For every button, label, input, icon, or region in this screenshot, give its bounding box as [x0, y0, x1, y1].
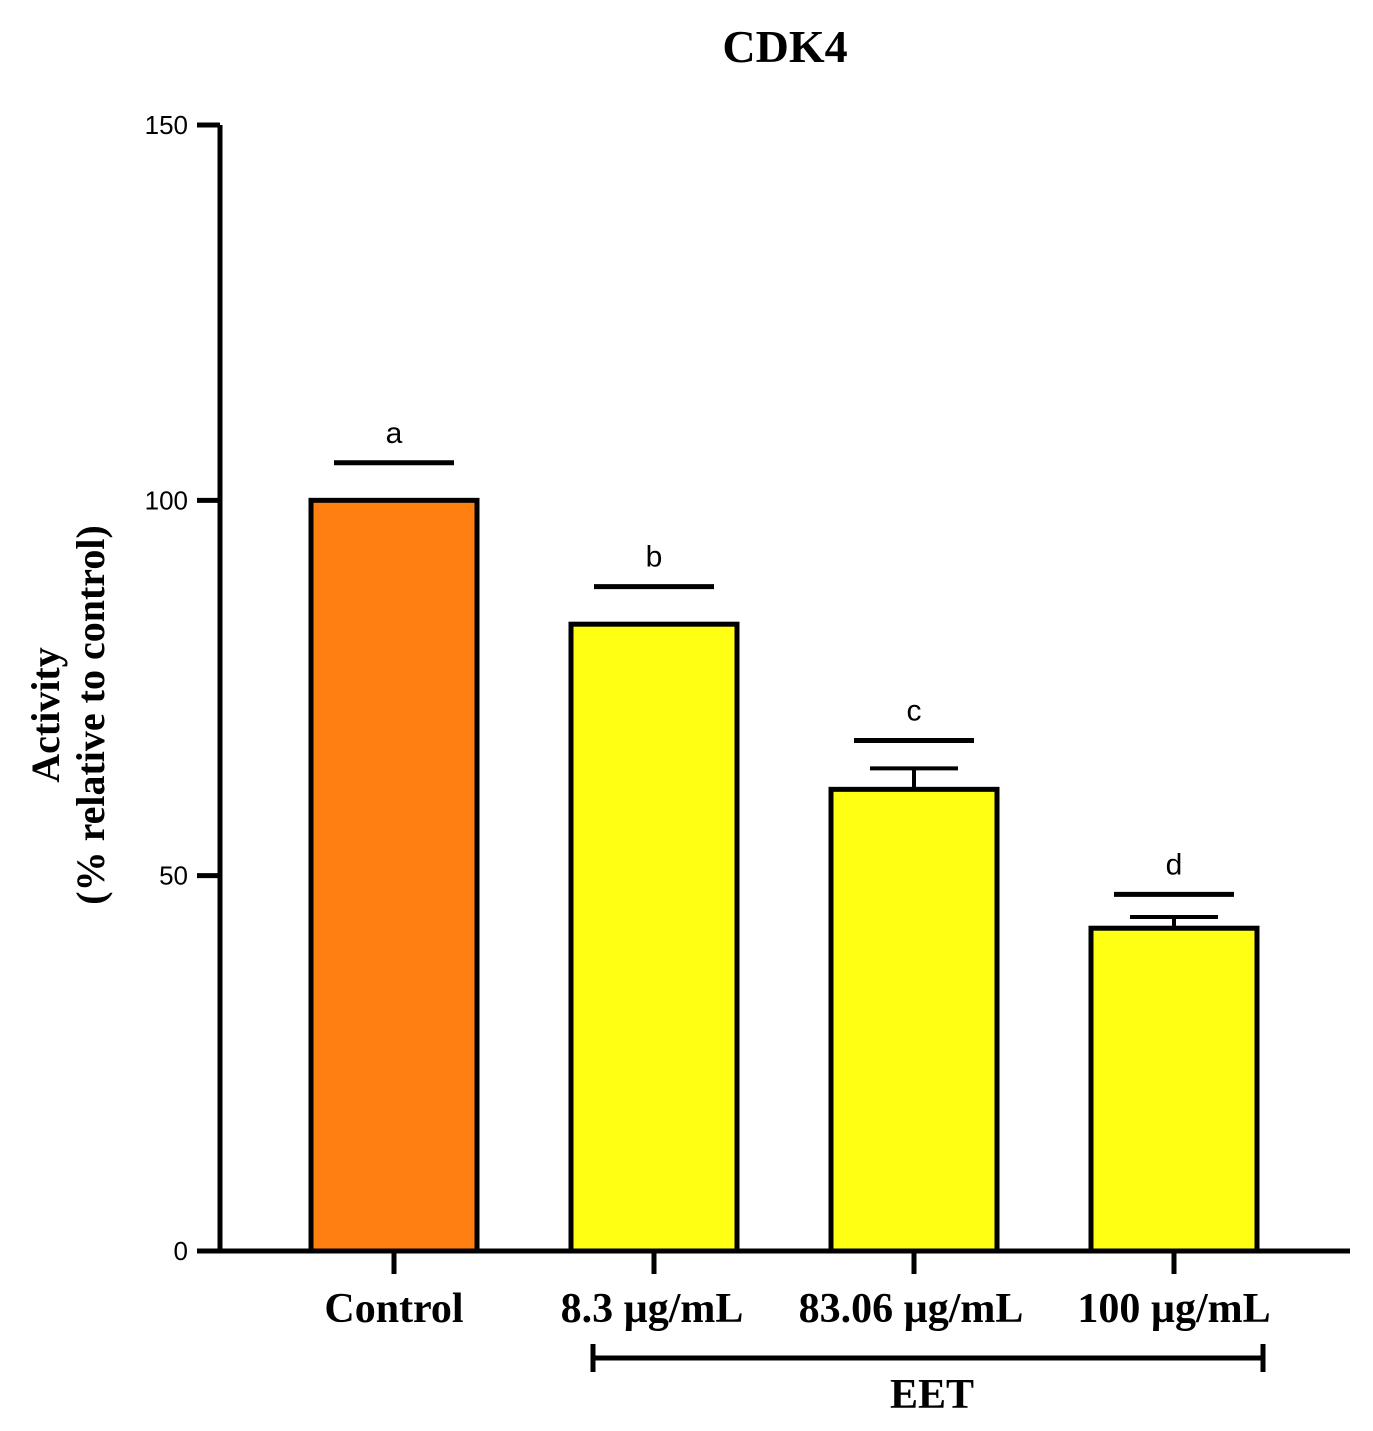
group-bracket-label: EET [890, 1372, 974, 1418]
bar-1 [308, 497, 480, 1254]
x-tick-label: 8.3 µg/mL [561, 1286, 744, 1332]
y-axis-label: Activity (% relative to control) [23, 525, 113, 905]
x-tick-label: Control [324, 1286, 463, 1332]
x-ticks: Control 8.3 µg/mL 83.06 µg/mL 100 µg/mL [324, 1251, 1271, 1332]
significance-letter: c [907, 695, 922, 728]
bars [308, 497, 1260, 1254]
significance-letter: a [386, 417, 403, 450]
significance-letter: d [1166, 848, 1183, 881]
y-tick-label: 150 [145, 110, 188, 140]
y-axis-label-line2: (% relative to control) [68, 525, 113, 905]
y-tick-label: 100 [145, 485, 188, 515]
chart-title: CDK4 [722, 21, 847, 72]
x-tick-label: 100 µg/mL [1077, 1286, 1270, 1332]
y-ticks: 0 50 100 150 [145, 110, 220, 1266]
y-axis-label-line1: Activity [23, 647, 68, 783]
group-bracket: EET [590, 1344, 1266, 1418]
significance-letter: b [646, 541, 663, 574]
y-tick-label: 0 [174, 1236, 188, 1266]
significance-marks: a b c d [334, 417, 1234, 897]
bar-4 [1088, 925, 1260, 1254]
error-bars [870, 766, 1218, 929]
bar-3 [828, 786, 1000, 1254]
x-tick-label: 83.06 µg/mL [799, 1286, 1024, 1332]
bar-2 [568, 621, 740, 1254]
y-tick-label: 50 [159, 861, 188, 891]
